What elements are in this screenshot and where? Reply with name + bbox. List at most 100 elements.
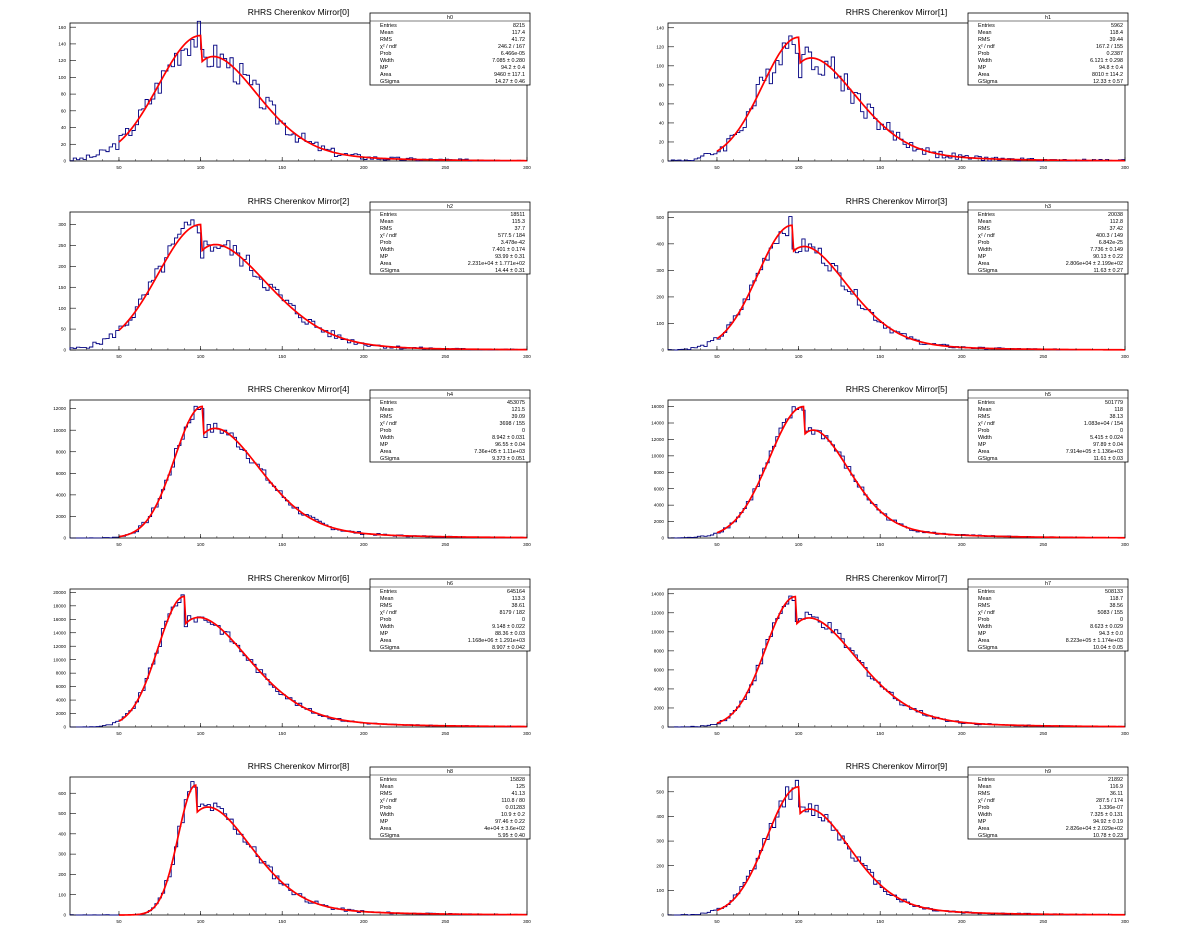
- x-tick-label: 250: [1040, 354, 1048, 359]
- histogram-panel-0: RHRS Cherenkov Mirror[0]50 100 150 200 250 30…: [58, 7, 531, 170]
- y-tick-label: 2000: [654, 706, 665, 711]
- panel-title: RHRS Cherenkov Mirror[7]: [846, 573, 948, 583]
- stat-label: Entries: [380, 23, 397, 29]
- x-tick-label: 300: [1121, 354, 1129, 359]
- y-tick-label: 4000: [56, 698, 67, 703]
- stat-label: MP: [978, 631, 986, 637]
- stats-title: h0: [447, 15, 453, 21]
- histogram-panel-4: RHRS Cherenkov Mirror[4] 50 100 150 200 250 30…: [53, 384, 531, 547]
- x-tick-label: 250: [442, 354, 450, 359]
- y-tick-label: 14000: [651, 591, 664, 596]
- stat-value: 167.2 / 155: [1096, 44, 1123, 50]
- y-tick-label: 14000: [53, 630, 66, 635]
- stat-label: Width: [380, 812, 394, 818]
- stat-label: Prob: [380, 51, 391, 57]
- stat-value: 38.13: [1110, 414, 1124, 420]
- x-tick-label: 200: [958, 731, 966, 736]
- x-tick-label: 150: [876, 354, 884, 359]
- histogram-panel-5: RHRS Cherenkov Mirror[5] 50 100 150 200 250 30…: [651, 384, 1129, 547]
- x-tick-label: 50: [116, 542, 122, 547]
- stats-box: h6 Entries 645164 Mean 113.3 RMS 38.61 χ² / ndf…: [369, 578, 531, 652]
- stat-value: 7.36e+05 ± 1.11e+03: [474, 449, 525, 455]
- y-tick-label: 2000: [56, 711, 67, 716]
- stat-label: GSigma: [380, 79, 399, 85]
- stat-label: Width: [380, 58, 394, 64]
- panel-title: RHRS Cherenkov Mirror[8]: [248, 761, 350, 771]
- stat-value: 7.401 ± 0.174: [492, 247, 525, 253]
- stat-label: Entries: [978, 212, 995, 218]
- y-tick-label: 140: [58, 42, 66, 47]
- x-tick-label: 200: [958, 919, 966, 924]
- y-tick-label: 18000: [53, 603, 66, 608]
- stat-value: 0.2387: [1107, 51, 1124, 57]
- stat-label: Mean: [380, 596, 394, 602]
- stat-label: Prob: [380, 240, 391, 246]
- stat-label: Area: [380, 638, 391, 644]
- y-tick-label: 16000: [53, 617, 66, 622]
- stat-label: GSigma: [380, 645, 399, 651]
- stat-value: 38.56: [1110, 603, 1124, 609]
- x-tick-label: 100: [197, 542, 205, 547]
- stat-value: 0: [1120, 617, 1123, 623]
- stat-value: 93.99 ± 0.31: [495, 254, 525, 260]
- stat-value: 246.2 / 167: [498, 44, 525, 50]
- x-tick-label: 50: [714, 354, 720, 359]
- panel-title: RHRS Cherenkov Mirror[3]: [846, 196, 948, 206]
- y-tick-label: 500: [656, 215, 664, 220]
- y-tick-label: 100: [58, 75, 66, 80]
- stat-label: Area: [978, 72, 989, 78]
- y-tick-label: 12000: [53, 644, 66, 649]
- stat-label: Entries: [380, 212, 397, 218]
- y-tick-label: 0: [661, 159, 664, 164]
- stat-label: Mean: [978, 784, 992, 790]
- stat-value: 3.478e-42: [501, 240, 525, 246]
- stat-value: 2.826e+04 ± 2.029e+02: [1066, 826, 1123, 832]
- stat-value: 11.63 ± 0.27: [1093, 268, 1123, 274]
- y-tick-label: 12000: [651, 610, 664, 615]
- stat-label: Width: [380, 435, 394, 441]
- stat-label: GSigma: [978, 79, 997, 85]
- y-tick-label: 10000: [53, 428, 66, 433]
- y-tick-label: 6000: [56, 684, 67, 689]
- y-tick-label: 0: [661, 913, 664, 918]
- fit-curve: [118, 34, 527, 162]
- x-tick-label: 300: [523, 731, 531, 736]
- stat-value: 5.95 ± 0.40: [498, 833, 525, 839]
- stat-value: 39.44: [1110, 37, 1124, 43]
- stat-label: RMS: [978, 226, 990, 232]
- stat-label: Mean: [978, 407, 992, 413]
- y-tick-label: 500: [656, 789, 664, 794]
- y-tick-label: 40: [61, 125, 67, 130]
- stat-label: Width: [978, 624, 992, 630]
- stat-value: 3698 / 155: [500, 421, 525, 427]
- panel-title: RHRS Cherenkov Mirror[6]: [248, 573, 350, 583]
- stat-value: 5.415 ± 0.024: [1090, 435, 1123, 441]
- panel-title: RHRS Cherenkov Mirror[0]: [248, 7, 350, 17]
- y-tick-label: 2000: [56, 514, 67, 519]
- stat-label: Prob: [978, 428, 989, 434]
- stats-frame: [967, 578, 1129, 652]
- stat-label: RMS: [978, 791, 990, 797]
- stat-label: χ² / ndf: [978, 44, 995, 50]
- fit-curve: [716, 224, 1125, 351]
- y-tick-label: 4000: [654, 503, 665, 508]
- stat-value: 8010 ± 114.2: [1092, 72, 1123, 78]
- y-tick-label: 16000: [651, 404, 664, 409]
- y-tick-label: 60: [61, 108, 67, 113]
- x-tick-label: 250: [1040, 919, 1048, 924]
- y-tick-label: 150: [58, 285, 66, 290]
- stat-value: 9460 ± 117.1: [494, 72, 525, 78]
- fit-curve: [716, 785, 1126, 916]
- x-tick-label: 300: [1121, 919, 1129, 924]
- stat-label: χ² / ndf: [380, 233, 397, 239]
- x-tick-label: 50: [714, 731, 720, 736]
- stat-value: 20038: [1108, 212, 1123, 218]
- stat-value: 5083 / 155: [1098, 610, 1123, 616]
- stat-label: GSigma: [978, 645, 997, 651]
- stat-label: RMS: [380, 603, 392, 609]
- stat-value: 97.89 ± 0.04: [1093, 442, 1123, 448]
- stat-label: Prob: [978, 240, 989, 246]
- fit-curve: [118, 595, 528, 728]
- stat-label: MP: [978, 819, 986, 825]
- histogram-panel-2: RHRS Cherenkov Mirror[2] 50 100 150 200 250 30…: [58, 196, 531, 359]
